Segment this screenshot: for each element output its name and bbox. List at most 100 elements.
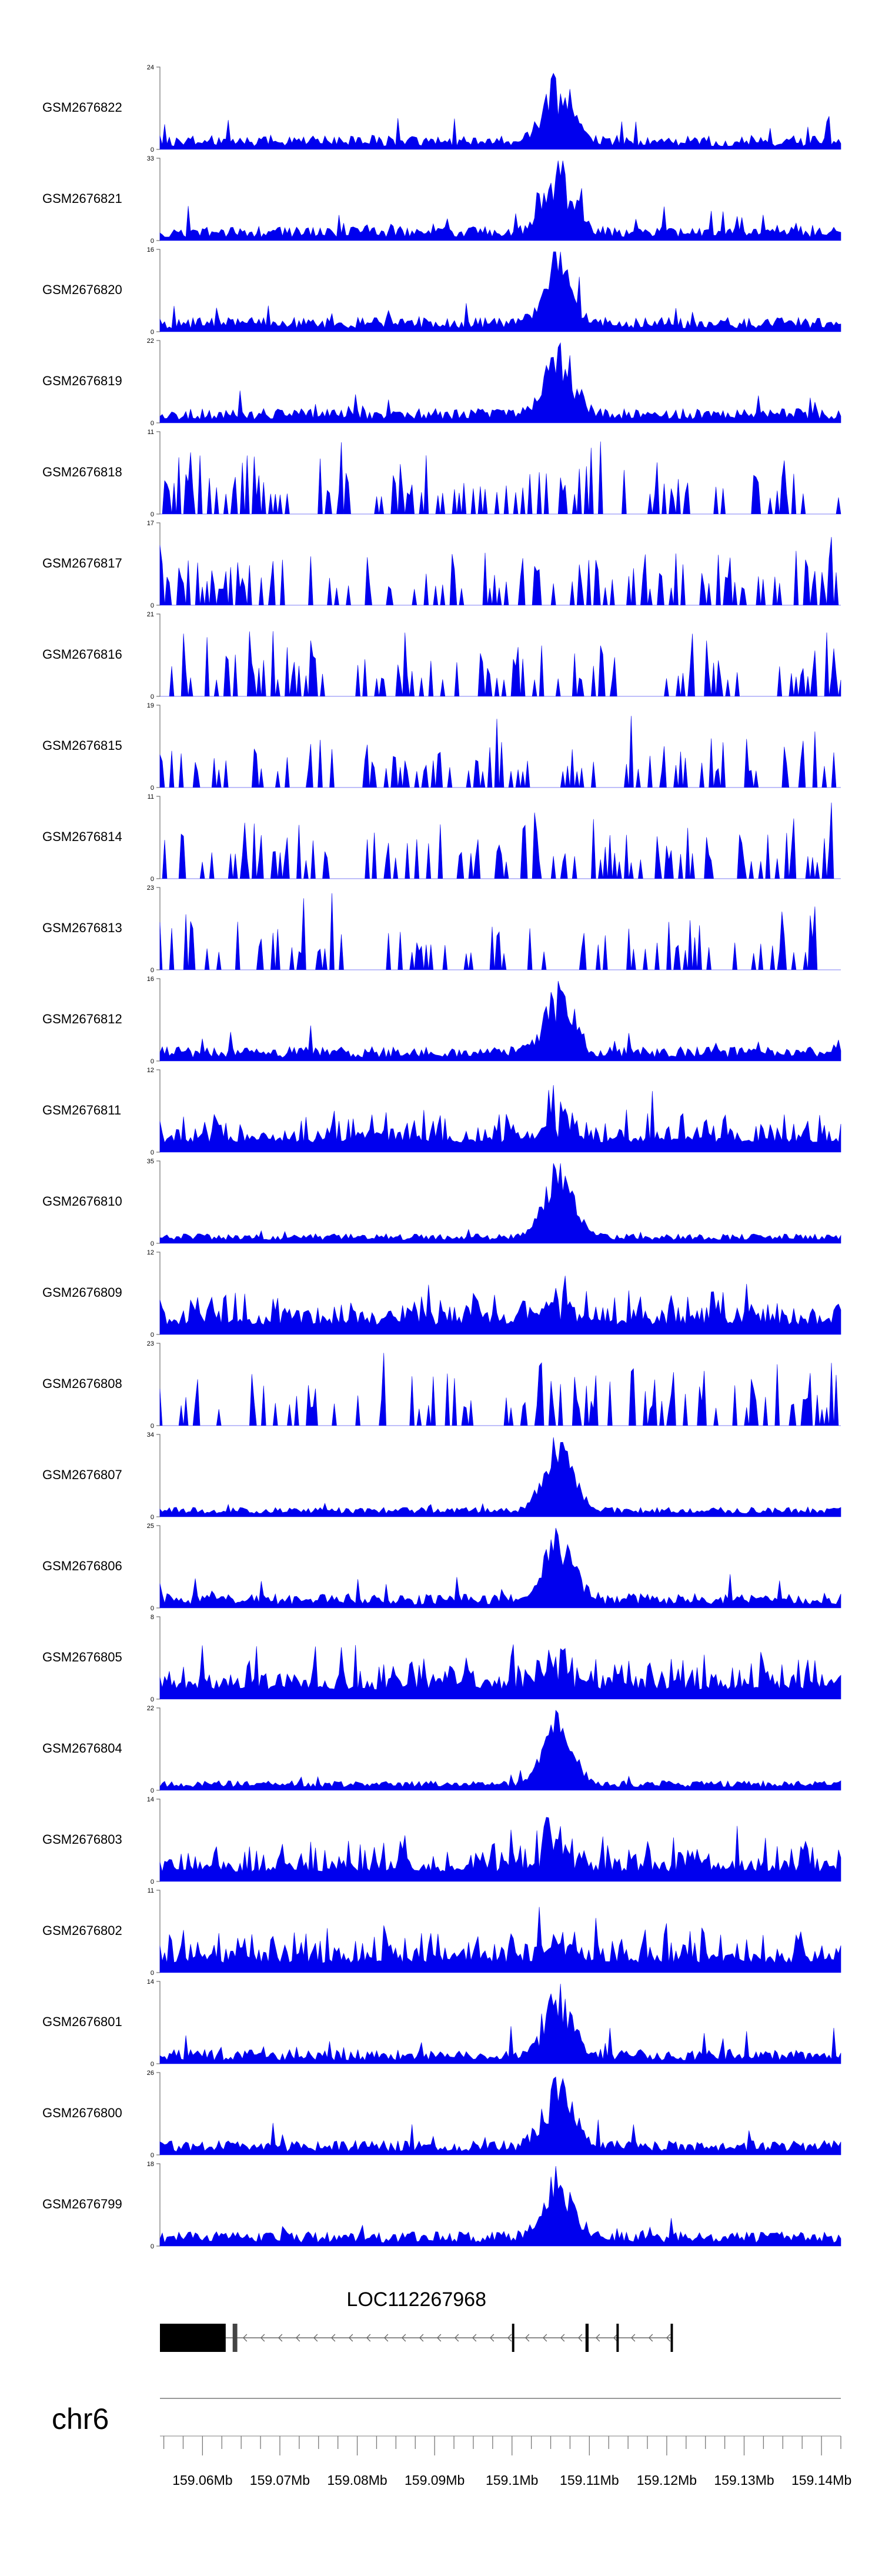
gene-exon bbox=[585, 2324, 589, 2352]
track-label: GSM2676800 bbox=[42, 2105, 122, 2120]
y-max-tick-label: 11 bbox=[148, 1887, 154, 1894]
strand-arrow bbox=[366, 2334, 371, 2342]
y-min-tick-label: 0 bbox=[151, 1605, 154, 1612]
y-min-tick-label: 0 bbox=[151, 511, 154, 518]
track-GSM2676805: GSM2676805 8 0 bbox=[42, 1614, 841, 1703]
x-tick-label: 159.09Mb bbox=[405, 2472, 465, 2488]
track-GSM2676800: GSM2676800 26 0 bbox=[42, 2070, 841, 2159]
track-label: GSM2676806 bbox=[42, 1559, 122, 1573]
strand-arrow bbox=[507, 2334, 512, 2342]
coverage-area bbox=[159, 1817, 841, 1882]
y-axis bbox=[156, 1890, 161, 1973]
track-GSM2676804: GSM2676804 22 0 bbox=[42, 1705, 841, 1794]
y-axis bbox=[156, 613, 161, 697]
strand-arrow bbox=[542, 2334, 547, 2342]
track-label: GSM2676817 bbox=[42, 556, 122, 570]
y-min-tick-label: 0 bbox=[151, 1423, 154, 1430]
coverage-area bbox=[159, 160, 841, 241]
track-label: GSM2676809 bbox=[42, 1285, 122, 1300]
track-GSM2676821: GSM2676821 33 0 bbox=[42, 155, 841, 245]
y-max-tick-label: 21 bbox=[147, 611, 154, 618]
y-axis bbox=[156, 249, 161, 332]
track-label: GSM2676799 bbox=[42, 2197, 122, 2211]
y-axis bbox=[156, 796, 161, 879]
track-GSM2676813: GSM2676813 23 0 bbox=[42, 885, 841, 974]
y-max-tick-label: 25 bbox=[147, 1523, 154, 1530]
coverage-area bbox=[159, 1276, 841, 1335]
track-label: GSM2676818 bbox=[42, 465, 122, 479]
y-min-tick-label: 0 bbox=[151, 2152, 154, 2159]
track-label: GSM2676802 bbox=[42, 1923, 122, 1938]
y-min-tick-label: 0 bbox=[151, 1514, 154, 1521]
track-label: GSM2676816 bbox=[42, 647, 122, 662]
y-min-tick-label: 0 bbox=[151, 1240, 154, 1247]
track-label: GSM2676805 bbox=[42, 1650, 122, 1664]
track-GSM2676806: GSM2676806 25 0 bbox=[42, 1523, 841, 1612]
track-GSM2676808: GSM2676808 23 0 bbox=[42, 1340, 841, 1430]
strand-arrow bbox=[278, 2334, 283, 2342]
y-axis bbox=[156, 340, 161, 423]
track-label: GSM2676810 bbox=[42, 1194, 122, 1209]
coverage-area bbox=[159, 1907, 841, 1973]
y-max-tick-label: 18 bbox=[147, 2161, 154, 2168]
coverage-area bbox=[159, 1710, 841, 1791]
y-max-tick-label: 14 bbox=[147, 1796, 154, 1803]
y-axis bbox=[156, 522, 161, 606]
x-tick-label: 159.13Mb bbox=[714, 2472, 774, 2488]
strand-arrow bbox=[577, 2334, 583, 2342]
coverage-area bbox=[159, 1437, 841, 1517]
y-max-tick-label: 8 bbox=[151, 1614, 154, 1621]
y-axis bbox=[156, 2163, 161, 2247]
y-max-tick-label: 23 bbox=[147, 885, 154, 892]
y-max-tick-label: 22 bbox=[147, 1705, 154, 1712]
y-max-tick-label: 35 bbox=[147, 1158, 154, 1165]
track-label: GSM2676812 bbox=[42, 1012, 122, 1026]
y-axis bbox=[156, 1343, 161, 1426]
track-label: GSM2676822 bbox=[42, 100, 122, 115]
y-axis bbox=[156, 1434, 161, 1517]
y-min-tick-label: 0 bbox=[151, 420, 154, 427]
coverage-area bbox=[159, 536, 841, 606]
y-axis bbox=[156, 887, 161, 970]
y-min-tick-label: 0 bbox=[151, 329, 154, 336]
track-label: GSM2676821 bbox=[42, 191, 122, 206]
track-label: GSM2676803 bbox=[42, 1832, 122, 1847]
track-GSM2676801: GSM2676801 14 0 bbox=[42, 1978, 841, 2068]
track-label: GSM2676808 bbox=[42, 1376, 122, 1391]
y-axis bbox=[156, 978, 161, 1062]
gene-exon bbox=[160, 2324, 226, 2352]
coverage-area bbox=[159, 1353, 841, 1426]
y-min-tick-label: 0 bbox=[151, 2243, 154, 2250]
y-axis bbox=[156, 158, 161, 241]
track-GSM2676810: GSM2676810 35 0 bbox=[42, 1158, 841, 1247]
y-axis bbox=[156, 1798, 161, 1882]
y-max-tick-label: 24 bbox=[147, 64, 154, 71]
x-tick-label: 159.1Mb bbox=[486, 2472, 539, 2488]
track-GSM2676799: GSM2676799 18 0 bbox=[42, 2161, 841, 2250]
chromosome-label: chr6 bbox=[52, 2403, 109, 2435]
coverage-area bbox=[159, 72, 841, 150]
strand-arrow bbox=[666, 2334, 671, 2342]
gene-exon bbox=[512, 2324, 514, 2352]
track-label: GSM2676820 bbox=[42, 282, 122, 297]
x-tick-label: 159.08Mb bbox=[327, 2472, 387, 2488]
coverage-area bbox=[159, 1644, 841, 1700]
y-max-tick-label: 22 bbox=[147, 338, 154, 345]
strand-arrow bbox=[330, 2334, 336, 2342]
y-min-tick-label: 0 bbox=[151, 1332, 154, 1339]
track-GSM2676819: GSM2676819 22 0 bbox=[42, 338, 841, 427]
coverage-area bbox=[159, 342, 841, 423]
y-axis bbox=[156, 1525, 161, 1609]
track-label: GSM2676814 bbox=[42, 829, 122, 844]
strand-arrow bbox=[436, 2334, 442, 2342]
track-GSM2676822: GSM2676822 24 0 bbox=[42, 64, 841, 154]
track-label: GSM2676804 bbox=[42, 1741, 122, 1756]
y-max-tick-label: 26 bbox=[147, 2070, 154, 2077]
y-axis bbox=[156, 2072, 161, 2155]
y-max-tick-label: 19 bbox=[147, 702, 154, 709]
strand-arrow bbox=[648, 2334, 653, 2342]
y-min-tick-label: 0 bbox=[151, 876, 154, 883]
strand-arrow bbox=[472, 2334, 477, 2342]
track-GSM2676807: GSM2676807 34 0 bbox=[42, 1432, 841, 1521]
